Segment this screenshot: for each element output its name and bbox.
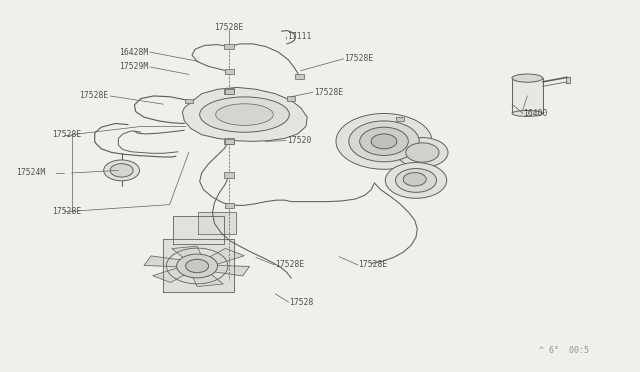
- Text: 17528E: 17528E: [79, 92, 109, 100]
- Bar: [224, 88, 234, 94]
- Circle shape: [336, 113, 432, 169]
- Polygon shape: [144, 256, 183, 267]
- Bar: [225, 139, 234, 144]
- Polygon shape: [173, 216, 224, 244]
- Bar: [224, 44, 234, 49]
- Circle shape: [406, 143, 439, 162]
- Polygon shape: [210, 266, 250, 276]
- Polygon shape: [198, 212, 236, 234]
- Bar: [287, 96, 295, 101]
- Text: 17111: 17111: [287, 32, 311, 41]
- Circle shape: [177, 254, 218, 278]
- Circle shape: [397, 138, 448, 167]
- Ellipse shape: [512, 110, 543, 116]
- Bar: [295, 74, 304, 79]
- Ellipse shape: [216, 104, 273, 125]
- Bar: [396, 117, 404, 121]
- Polygon shape: [191, 272, 223, 286]
- Ellipse shape: [512, 74, 543, 82]
- Text: 17528E: 17528E: [314, 88, 343, 97]
- Circle shape: [371, 134, 397, 149]
- Text: 16428M: 16428M: [119, 48, 148, 57]
- Polygon shape: [206, 248, 244, 264]
- Circle shape: [104, 160, 140, 181]
- Bar: [185, 99, 193, 103]
- Polygon shape: [153, 267, 189, 282]
- Text: 17528E: 17528E: [52, 130, 82, 139]
- Text: 17524M: 17524M: [16, 169, 45, 177]
- Polygon shape: [182, 87, 307, 141]
- Polygon shape: [172, 246, 203, 260]
- Circle shape: [349, 121, 419, 162]
- Circle shape: [360, 127, 408, 155]
- Polygon shape: [163, 239, 234, 292]
- Circle shape: [396, 169, 436, 192]
- Text: ^ 6°  00:5: ^ 6° 00:5: [540, 346, 589, 355]
- Text: 17528: 17528: [289, 298, 314, 307]
- Text: 17528E: 17528E: [344, 54, 374, 63]
- Text: 16400: 16400: [524, 109, 548, 118]
- Text: 17520: 17520: [287, 136, 311, 145]
- Text: 17529M: 17529M: [119, 62, 148, 71]
- Text: 17528E: 17528E: [214, 23, 244, 32]
- Circle shape: [403, 173, 426, 186]
- Bar: [225, 69, 234, 74]
- Text: 17528E: 17528E: [52, 207, 82, 216]
- Polygon shape: [566, 77, 570, 83]
- Bar: [225, 203, 234, 208]
- Text: 17528E: 17528E: [358, 260, 388, 269]
- Circle shape: [186, 259, 209, 273]
- Text: 17528E: 17528E: [275, 260, 305, 269]
- Bar: [225, 89, 234, 94]
- Circle shape: [110, 164, 133, 177]
- Polygon shape: [512, 78, 543, 113]
- Bar: [224, 138, 234, 144]
- Ellipse shape: [200, 97, 289, 132]
- Circle shape: [385, 163, 447, 198]
- Bar: [224, 172, 234, 178]
